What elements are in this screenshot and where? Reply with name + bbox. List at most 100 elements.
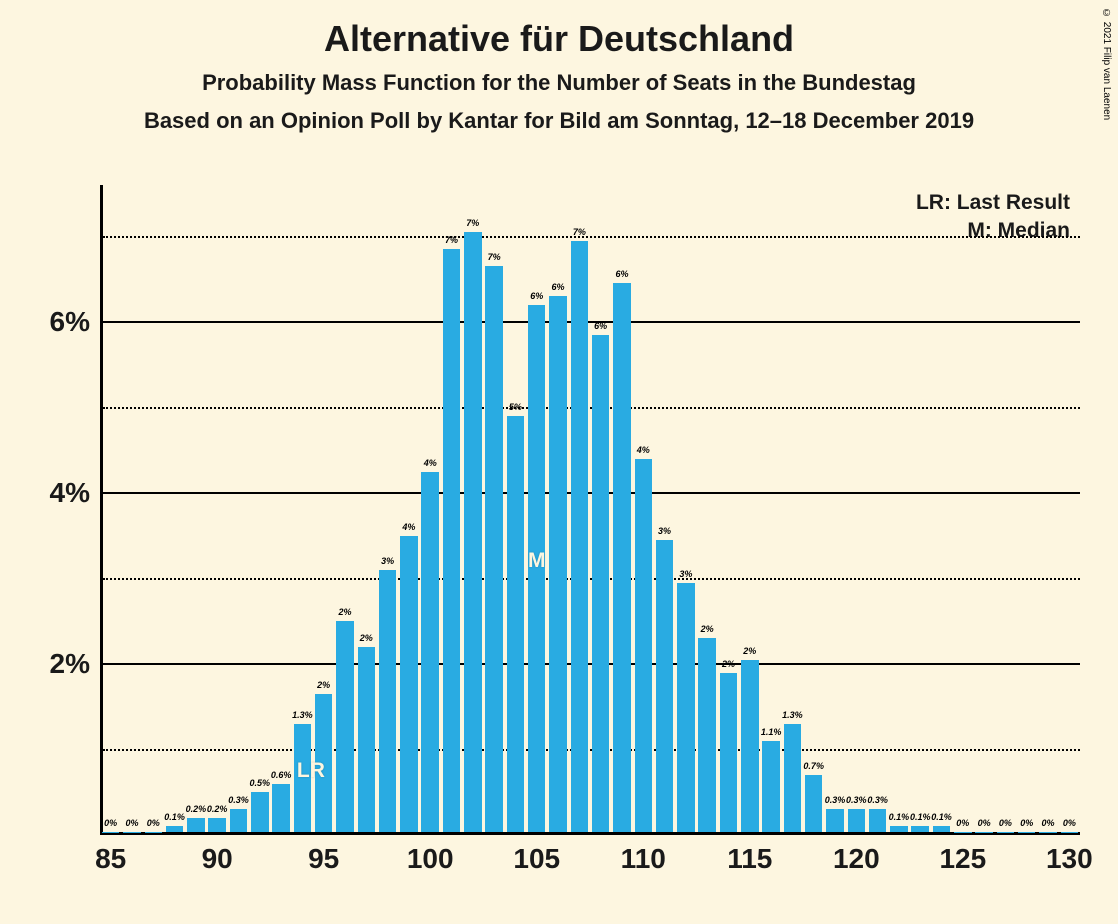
bar-value-label: 7% — [488, 252, 501, 262]
bar-value-label: 4% — [637, 445, 650, 455]
gridline-major — [103, 321, 1080, 323]
bar: 0.1% — [911, 826, 928, 832]
x-tick-label: 115 — [727, 843, 772, 875]
bar: 0% — [1039, 832, 1056, 833]
chart-area: LR: Last Result M: Median 2%4%6%85909510… — [100, 185, 1080, 835]
bar-value-label: 3% — [679, 569, 692, 579]
bar-value-label: 1.1% — [761, 727, 782, 737]
bar: 0.1% — [166, 826, 183, 832]
bar-value-label: 3% — [658, 526, 671, 536]
bar-value-label: 2% — [338, 607, 351, 617]
bar: 0.5% — [251, 792, 268, 832]
bar-value-label: 2% — [360, 633, 373, 643]
gridline-minor — [103, 236, 1080, 238]
bar: 0.7% — [805, 775, 822, 832]
last-result-marker: LR — [297, 759, 325, 783]
bar: 0.1% — [890, 826, 907, 832]
bar: 0% — [1018, 832, 1035, 833]
title-subtitle-2: Based on an Opinion Poll by Kantar for B… — [0, 108, 1118, 134]
bar-value-label: 3% — [381, 556, 394, 566]
bar: 3% — [379, 570, 396, 832]
bar: 7% — [443, 249, 460, 832]
median-marker: M — [528, 549, 546, 573]
x-tick-label: 110 — [621, 843, 666, 875]
bar: 0% — [145, 832, 162, 833]
bar: 2% — [698, 638, 715, 832]
bar: 0.2% — [187, 818, 204, 832]
bar: 0% — [102, 832, 119, 833]
bar-value-label: 0.2% — [207, 804, 228, 814]
bar: 5% — [507, 416, 524, 832]
title-main: Alternative für Deutschland — [0, 18, 1118, 60]
bar: 1.1% — [762, 741, 779, 832]
bar-value-label: 2% — [701, 624, 714, 634]
bar-value-label: 0% — [1020, 818, 1033, 828]
bar-value-label: 2% — [743, 646, 756, 656]
bar: 3% — [656, 540, 673, 832]
bar-value-label: 4% — [402, 522, 415, 532]
bar-value-label: 0.1% — [931, 812, 952, 822]
bar: 1.3% — [784, 724, 801, 832]
bar: 2% — [336, 621, 353, 832]
bar: 7% — [464, 232, 481, 832]
bar-value-label: 0.3% — [228, 795, 249, 805]
bar: 7% — [485, 266, 502, 832]
x-tick-label: 95 — [308, 843, 339, 875]
bar-value-label: 0.1% — [164, 812, 185, 822]
bar-value-label: 0.2% — [186, 804, 207, 814]
x-tick-label: 125 — [939, 843, 986, 875]
bar-value-label: 0% — [1063, 818, 1076, 828]
bar-value-label: 6% — [594, 321, 607, 331]
bar-value-label: 4% — [424, 458, 437, 468]
bar: 4% — [421, 472, 438, 832]
bar: 0.1% — [933, 826, 950, 832]
x-tick-label: 100 — [407, 843, 454, 875]
copyright: © 2021 Filip van Laenen — [1101, 8, 1112, 120]
x-axis-line — [100, 832, 1080, 835]
bar-value-label: 0.3% — [867, 795, 888, 805]
bar: 0.2% — [208, 818, 225, 832]
bar-value-label: 6% — [530, 291, 543, 301]
y-tick-label: 6% — [50, 306, 90, 338]
bar-value-label: 7% — [445, 235, 458, 245]
bar-value-label: 0.1% — [889, 812, 910, 822]
bar: 6% — [613, 283, 630, 832]
bar-value-label: 1.3% — [782, 710, 803, 720]
bar-value-label: 0.5% — [250, 778, 271, 788]
bar: 0.3% — [230, 809, 247, 832]
y-axis-line — [100, 185, 103, 835]
bar: 0% — [997, 832, 1014, 833]
bar: 0% — [123, 832, 140, 833]
bar-value-label: 0.3% — [825, 795, 846, 805]
titles: Alternative für Deutschland Probability … — [0, 0, 1118, 134]
bar-value-label: 0% — [1042, 818, 1055, 828]
bar-value-label: 7% — [573, 227, 586, 237]
bar-value-label: 0.7% — [803, 761, 824, 771]
bar-value-label: 0% — [125, 818, 138, 828]
bar-value-label: 6% — [552, 282, 565, 292]
bar: 2% — [720, 673, 737, 833]
bar-value-label: 0.6% — [271, 770, 292, 780]
y-tick-label: 2% — [50, 648, 90, 680]
title-subtitle-1: Probability Mass Function for the Number… — [0, 70, 1118, 96]
bar: 0% — [975, 832, 992, 833]
bar-value-label: 0.1% — [910, 812, 931, 822]
y-tick-label: 4% — [50, 477, 90, 509]
bar: 3% — [677, 583, 694, 832]
bar: 4% — [635, 459, 652, 832]
bar: 4% — [400, 536, 417, 832]
bar: 0.6% — [272, 784, 289, 832]
bar-value-label: 0% — [978, 818, 991, 828]
x-tick-label: 130 — [1046, 843, 1093, 875]
bar: 0.3% — [826, 809, 843, 832]
x-tick-label: 90 — [202, 843, 233, 875]
x-tick-label: 105 — [513, 843, 560, 875]
bar: 0.3% — [848, 809, 865, 832]
bar-value-label: 0.3% — [846, 795, 867, 805]
bar: 0% — [1061, 832, 1078, 833]
bar: 0.3% — [869, 809, 886, 832]
bar-value-label: 0% — [104, 818, 117, 828]
bar-value-label: 0% — [956, 818, 969, 828]
bar-value-label: 0% — [147, 818, 160, 828]
bar: 2% — [741, 660, 758, 832]
